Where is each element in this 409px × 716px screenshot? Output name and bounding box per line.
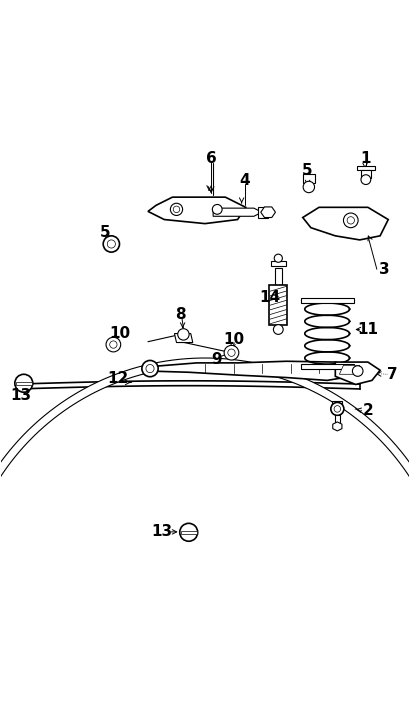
Polygon shape	[274, 268, 281, 285]
Polygon shape	[257, 206, 267, 218]
Text: 7: 7	[386, 367, 397, 382]
Circle shape	[274, 254, 282, 262]
Circle shape	[15, 374, 33, 392]
Circle shape	[346, 217, 354, 224]
Polygon shape	[334, 415, 339, 423]
Circle shape	[224, 345, 238, 360]
Text: 14: 14	[259, 290, 280, 305]
Text: 9: 9	[211, 352, 221, 367]
Text: 8: 8	[175, 306, 185, 321]
Circle shape	[352, 366, 362, 377]
Circle shape	[107, 240, 115, 248]
Polygon shape	[339, 365, 359, 374]
Circle shape	[103, 236, 119, 252]
Text: 2: 2	[362, 403, 372, 418]
Circle shape	[110, 341, 117, 348]
Text: 12: 12	[107, 371, 128, 386]
Circle shape	[343, 213, 357, 228]
Text: 10: 10	[223, 332, 244, 347]
Polygon shape	[16, 382, 32, 385]
Circle shape	[360, 175, 370, 185]
Circle shape	[302, 181, 314, 193]
Polygon shape	[302, 208, 387, 240]
Circle shape	[170, 203, 182, 216]
Circle shape	[142, 360, 158, 377]
Text: 4: 4	[239, 173, 249, 188]
Text: 10: 10	[109, 326, 130, 341]
Polygon shape	[302, 173, 314, 183]
Polygon shape	[174, 334, 192, 342]
Circle shape	[146, 364, 154, 372]
Text: 5: 5	[301, 163, 311, 178]
Text: 11: 11	[357, 322, 378, 337]
Circle shape	[177, 329, 189, 340]
Polygon shape	[332, 401, 342, 405]
Text: 13: 13	[151, 524, 172, 539]
Polygon shape	[0, 358, 409, 568]
Polygon shape	[300, 364, 353, 369]
Polygon shape	[356, 166, 374, 170]
Circle shape	[330, 402, 343, 415]
Polygon shape	[260, 207, 275, 218]
Polygon shape	[148, 197, 245, 223]
Text: 6: 6	[205, 151, 216, 166]
Text: 1: 1	[360, 151, 370, 166]
Circle shape	[212, 205, 222, 214]
Polygon shape	[269, 285, 287, 326]
Polygon shape	[335, 362, 379, 384]
Circle shape	[106, 337, 120, 352]
Circle shape	[333, 406, 340, 412]
Text: 13: 13	[10, 388, 31, 403]
Polygon shape	[270, 261, 285, 266]
Polygon shape	[300, 298, 353, 303]
Polygon shape	[180, 531, 196, 534]
Polygon shape	[213, 208, 261, 216]
Polygon shape	[148, 362, 359, 380]
Polygon shape	[360, 170, 370, 178]
Circle shape	[273, 324, 283, 334]
Circle shape	[173, 206, 179, 213]
Text: 5: 5	[100, 226, 110, 241]
Circle shape	[227, 349, 234, 357]
Circle shape	[179, 523, 197, 541]
Text: 3: 3	[378, 262, 389, 276]
Polygon shape	[332, 422, 341, 431]
